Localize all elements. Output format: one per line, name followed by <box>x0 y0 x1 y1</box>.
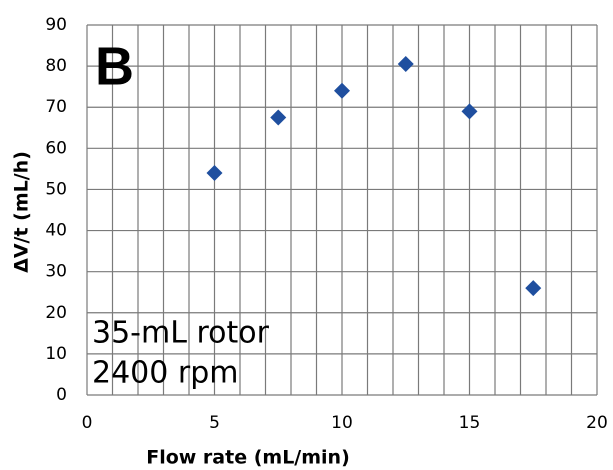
y-tick-label: 70 <box>45 97 67 117</box>
y-tick-label: 50 <box>45 179 67 199</box>
y-tick-label: 90 <box>45 15 67 35</box>
annotation: 2400 rpm <box>92 356 238 391</box>
marker <box>270 109 287 126</box>
x-axis-label: Flow rate (mL/min) <box>146 447 350 469</box>
y-tick-label: 20 <box>45 303 67 323</box>
panel-label: B <box>95 36 134 96</box>
marker <box>525 280 542 297</box>
y-axis-label: ΔV/t (mL/h) <box>11 151 33 273</box>
marker <box>334 82 350 99</box>
marker <box>397 56 414 73</box>
x-tick-label: 5 <box>209 413 220 433</box>
x-tick-label: 20 <box>586 413 608 433</box>
marker <box>461 103 478 120</box>
x-tick-label: 10 <box>331 413 353 433</box>
y-tick-label: 60 <box>45 138 67 158</box>
y-tick-label: 40 <box>45 221 67 241</box>
annotation: 35-mL rotor <box>92 316 270 351</box>
y-tick-label: 30 <box>45 262 67 282</box>
y-tick-label: 10 <box>45 344 67 364</box>
y-tick-label: 80 <box>45 56 67 76</box>
x-tick-label: 15 <box>459 413 481 433</box>
marker <box>206 165 223 181</box>
x-tick-label: 0 <box>82 413 93 433</box>
y-tick-label: 0 <box>56 385 67 405</box>
